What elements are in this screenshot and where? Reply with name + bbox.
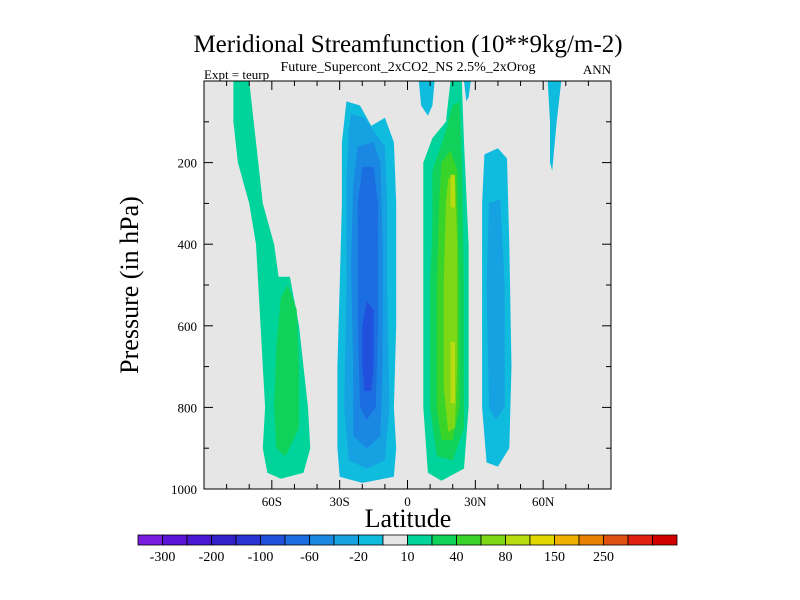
colorbar-box (333, 534, 359, 546)
x-tick-label: 60N (532, 494, 555, 509)
colorbar-label: -20 (349, 550, 368, 565)
season-label: ANN (583, 62, 612, 77)
colorbar-box (407, 534, 433, 546)
colorbar-label: 250 (593, 550, 614, 565)
colorbar-label: -200 (199, 550, 225, 565)
experiment-label: Expt = teurp (204, 67, 269, 82)
x-tick-label: 30S (330, 494, 350, 509)
colorbar-label: 40 (450, 550, 464, 565)
colorbar-box (578, 534, 604, 546)
colorbar-box (260, 534, 286, 546)
y-tick-label: 400 (178, 237, 198, 252)
colorbar-box (186, 534, 212, 546)
colorbar-label: 10 (401, 550, 415, 565)
region-hadley-sh-4 (362, 301, 374, 392)
region-hadley-nh-4 (450, 174, 455, 208)
colorbar-box (162, 534, 188, 546)
region-ferrel-nh-inner (486, 199, 505, 420)
colorbar-box (235, 534, 261, 546)
region-hadley-nh-5 (450, 342, 455, 404)
colorbar-box (211, 534, 237, 546)
colorbar-box (284, 534, 310, 546)
colorbar-box (137, 534, 163, 546)
colorbar-box (529, 534, 555, 546)
colorbar-box (480, 534, 506, 546)
colorbar-box (309, 534, 335, 546)
colorbar-box (358, 534, 384, 546)
axis-ticks: 60S 30S 0 30N 60N 200 400 600 800 1000 (171, 81, 611, 509)
colorbar-label: -100 (248, 550, 274, 565)
y-tick-label: 200 (178, 156, 198, 171)
colorbar-box (627, 534, 653, 546)
x-tick-label: 30N (464, 494, 487, 509)
contour-regions (233, 81, 562, 483)
region-upper-top-2 (464, 81, 471, 102)
y-tick-label: 800 (178, 400, 198, 415)
colorbar-box (603, 534, 629, 546)
colorbar-label: 80 (499, 550, 513, 565)
colorbar-label: -300 (150, 550, 176, 565)
colorbar-label: 150 (544, 550, 565, 565)
region-sh-polar-inner (274, 285, 299, 457)
x-tick-label: 60S (262, 494, 282, 509)
region-hadley-nh-3 (443, 174, 458, 432)
colorbar-box (456, 534, 482, 546)
region-upper-top-1 (418, 81, 435, 116)
region-upper-top-3 (547, 81, 562, 171)
colorbar-box (652, 534, 678, 546)
x-tick-label: 0 (404, 494, 411, 509)
colorbar-label: -60 (300, 550, 319, 565)
y-axis-label: Pressure (in hPa) (115, 196, 144, 374)
y-tick-label: 600 (178, 319, 198, 334)
chart-subtitle: Future_Supercont_2xCO2_NS 2.5%_2xOrog (280, 60, 535, 75)
y-tick-label: 1000 (171, 482, 197, 497)
colorbar-box (431, 534, 457, 546)
plot-area: 60S 30S 0 30N 60N 200 400 600 800 1000 (171, 80, 612, 509)
colorbar-box (382, 534, 408, 546)
colorbar: -300 -200 -100 -60 -20 10 40 80 150 250 (137, 534, 678, 565)
x-axis-label: Latitude (365, 504, 452, 533)
colorbar-box (554, 534, 580, 546)
colorbar-box (505, 534, 531, 546)
chart-title: Meridional Streamfunction (10**9kg/m-2) (193, 31, 622, 58)
